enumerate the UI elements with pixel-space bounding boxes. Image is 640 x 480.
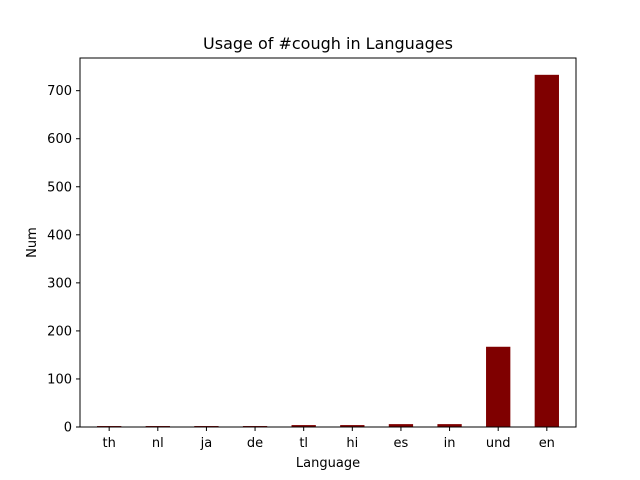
chart-title: Usage of #cough in Languages [203,34,453,53]
y-tick-label: 700 [47,84,72,99]
y-tick-label: 300 [47,276,72,291]
bar-und [486,346,511,427]
y-tick-label: 100 [47,372,72,387]
y-axis-label: Num [25,227,40,258]
x-tick-label-ja: ja [200,436,213,451]
bar-hi [340,425,365,427]
bar-en [534,74,559,427]
bar-in [437,424,462,427]
bar-es [388,424,414,427]
x-tick-label-en: en [539,436,555,451]
axes-frame [79,57,577,428]
x-tick-label-nl: nl [152,436,164,451]
x-axis-label: Language [296,456,360,471]
x-tick-label-es: es [394,436,409,451]
y-tick-label: 400 [47,228,72,243]
x-tick-label-de: de [247,436,263,451]
x-tick-label-hi: hi [346,436,358,451]
x-tick-label-und: und [486,436,511,451]
y-tick-label: 200 [47,324,72,339]
x-tick-label-th: th [103,436,116,451]
y-tick-label: 600 [47,132,72,147]
y-tick-label: 0 [64,421,72,436]
x-tick-label-in: in [444,436,456,451]
x-tick-label-tl: tl [299,436,308,451]
bar-tl [291,425,316,427]
plot-area: 0 100 200 300 400 500 600 700 th nl ja de tl hi es in un… [47,74,559,451]
y-tick-label: 500 [47,180,72,195]
